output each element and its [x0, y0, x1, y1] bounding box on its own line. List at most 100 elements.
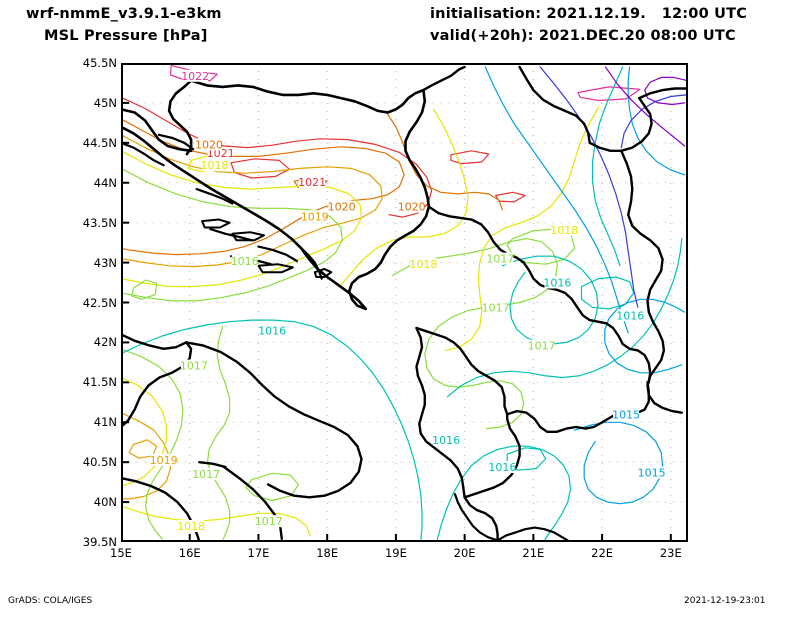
contour-label: 1017 [528, 340, 556, 353]
contour-label-mask [193, 468, 220, 481]
contour-label: 1018 [201, 159, 229, 172]
coastline-path [453, 493, 499, 542]
contour-line-1014 [620, 94, 687, 149]
contour-line-1013 [644, 76, 688, 106]
contour-label-mask [551, 223, 578, 236]
coastline-path [222, 465, 283, 540]
coastline-path [167, 79, 193, 156]
coastline-path [518, 65, 591, 144]
contour-line-1016 [501, 255, 599, 345]
contour-label: 1020 [328, 201, 356, 214]
contour-label: 1018 [409, 258, 437, 271]
coastline-path [588, 96, 653, 152]
contour-line-1016 [121, 319, 423, 541]
contour-label-mask [180, 359, 207, 372]
x-tick-label: 23E [659, 546, 682, 560]
contour-label-mask [489, 461, 516, 473]
grads-credit: GrADS: COLA/IGES [8, 596, 93, 606]
coastline-path [415, 326, 509, 416]
contour-label: 1016 [432, 434, 460, 447]
coastline-path [496, 526, 569, 542]
y-tick-label: 43N [93, 255, 117, 270]
contour-label: 1017 [486, 253, 514, 266]
coastline-path [195, 188, 234, 205]
y-tick-label: 43.5N [82, 215, 117, 230]
contour-label-mask [328, 200, 355, 213]
contour-label-mask [182, 69, 209, 82]
contour-line-1015 [574, 421, 664, 505]
y-tick-label: 40N [93, 495, 117, 510]
x-axis-labels: 15E 16E 17E 18E 19E 20E 21E 22E 23E [110, 546, 688, 564]
contour-label-mask [259, 324, 286, 337]
contour-label: 1020 [195, 138, 223, 151]
valid-time-label: valid(+20h): 2021.DEC.20 08:00 UTC [430, 28, 736, 44]
coastline-path [257, 245, 298, 263]
y-tick-label: 44N [93, 175, 117, 190]
coastline-path [298, 245, 323, 280]
contour-label: 1016 [488, 461, 516, 474]
contour-line-1015 [484, 66, 629, 334]
contour-label-mask [482, 301, 509, 314]
x-tick-label: 19E [384, 546, 407, 560]
contour-line-1022 [577, 86, 641, 102]
contour-line-1018 [121, 150, 363, 288]
contour-label-mask [299, 176, 326, 188]
coastline-path [427, 205, 652, 384]
contour-line-1017 [121, 167, 343, 302]
contour-line-1016 [591, 66, 624, 267]
x-tick-label: 22E [591, 546, 614, 560]
contour-label-mask [528, 339, 555, 352]
contour-label: 1020 [398, 201, 426, 214]
contour-label-mask [255, 515, 282, 528]
contour-label: 1017 [180, 360, 208, 373]
contour-label: 1021 [298, 176, 326, 189]
coastline-path [185, 341, 363, 499]
contour-label: 1019 [150, 454, 178, 467]
coastline-path [347, 88, 431, 311]
contour-label-mask [201, 159, 228, 172]
contour-label: 1015 [612, 408, 640, 421]
contour-label: 1016 [616, 309, 644, 322]
contour-label: 1017 [482, 301, 510, 314]
contour-label-mask [617, 309, 644, 322]
contour-line-1018 [121, 376, 167, 487]
coastline-path [121, 141, 165, 167]
contour-label: 1016 [231, 255, 259, 268]
contour-label: 1016 [543, 277, 571, 290]
contour-label: 1022 [181, 70, 209, 83]
contour-line-1016 [446, 238, 683, 398]
contour-line-1017 [207, 325, 231, 541]
contour-line-1018 [121, 505, 311, 537]
coastline-path [422, 65, 466, 92]
contour-line-1021 [450, 150, 490, 165]
contour-label-mask [178, 520, 205, 532]
contour-line-1015 [627, 66, 686, 176]
coastlines-and-borders [121, 65, 688, 542]
contour-label: 1016 [258, 324, 286, 337]
contour-line-1019 [121, 134, 383, 268]
contour-label-mask [231, 255, 258, 267]
coastline-path [638, 87, 688, 100]
model-title: wrf-nmmE_v3.9.1-e3km [26, 6, 222, 22]
coastline-path [121, 125, 367, 311]
y-axis-labels: 39.5N 40N 40.5N 41N 41.5N 42N 42.5N 43N 43.5N 44N… [60, 56, 117, 549]
contour-line-1017 [391, 238, 558, 430]
y-tick-label: 45.5N [82, 56, 117, 70]
y-tick-label: 39.5N [82, 535, 117, 549]
contour-line-1018 [340, 108, 469, 286]
y-tick-label: 45N [93, 95, 117, 110]
x-tick-label: 15E [110, 546, 132, 560]
coastline-path [415, 326, 499, 542]
initialisation-label: initialisation: 2021.12.19. 12:00 UTC [430, 6, 748, 22]
contour-label-mask [410, 258, 437, 271]
contour-line-1013 [604, 66, 686, 147]
x-tick-label: 20E [453, 546, 476, 560]
contour-line-1019 [121, 412, 172, 500]
contour-label-mask [398, 200, 425, 213]
y-tick-label: 44.5N [82, 135, 117, 150]
coastline-path [257, 263, 294, 274]
contour-label-mask [487, 252, 514, 265]
contour-line-1020 [385, 110, 503, 211]
y-tick-label: 42N [93, 335, 117, 350]
